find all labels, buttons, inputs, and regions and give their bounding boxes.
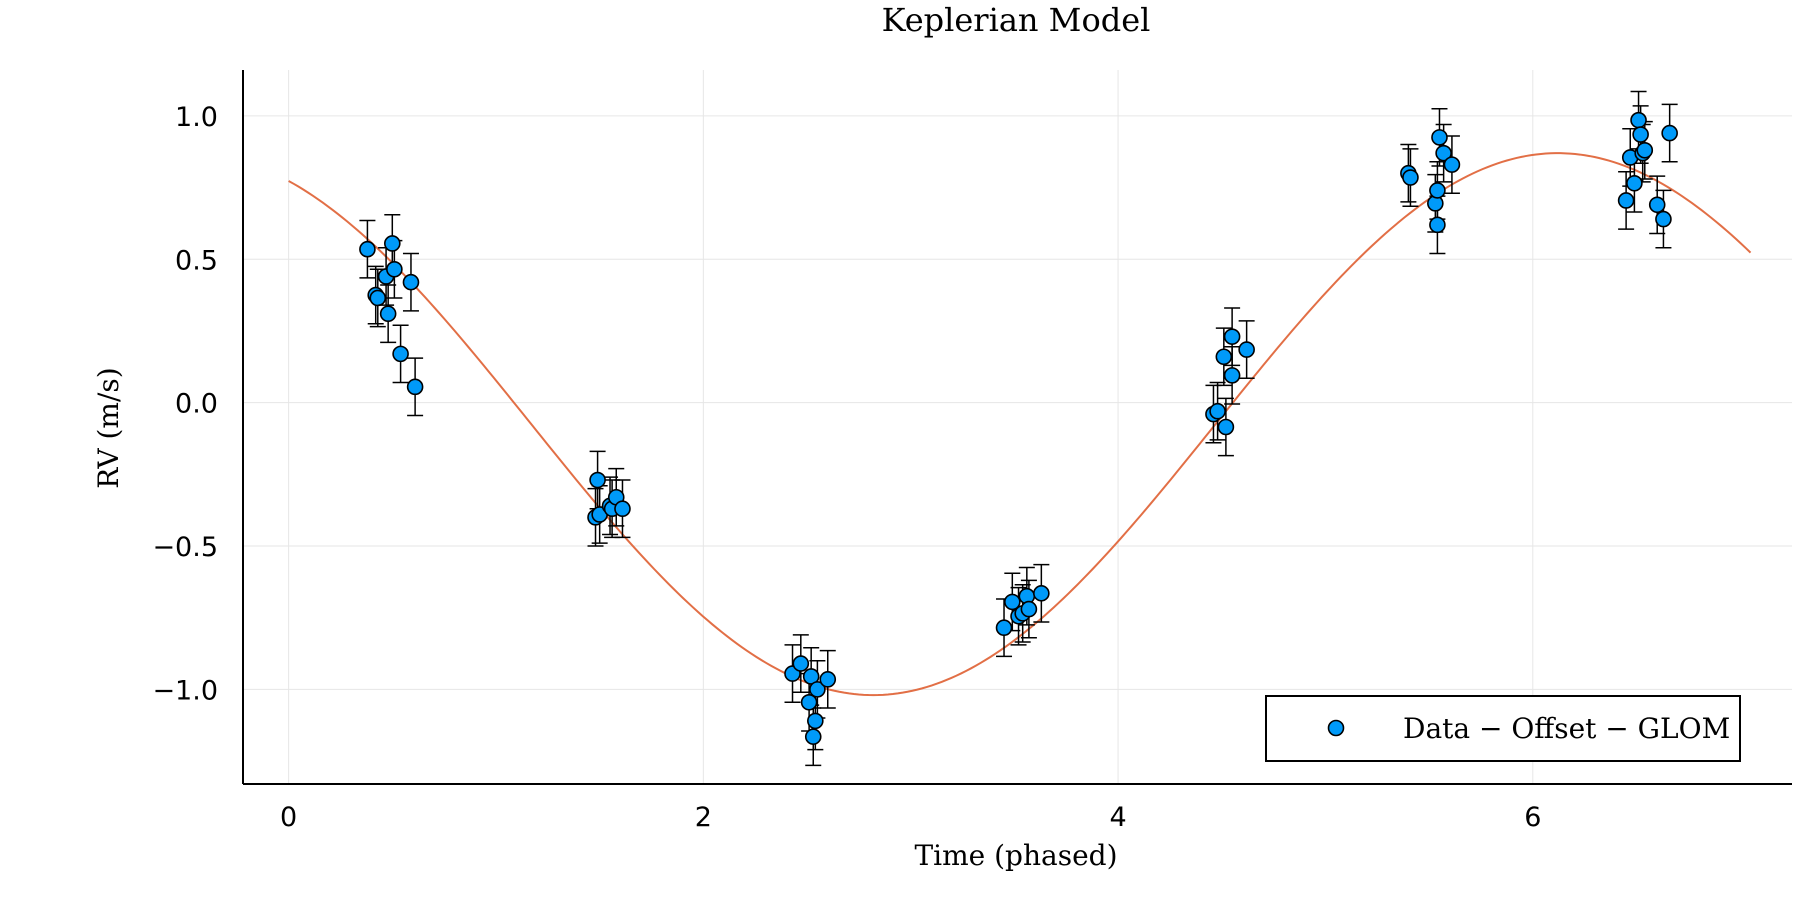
legend-box <box>1265 695 1741 762</box>
y-tick-label: 1.0 <box>175 102 218 133</box>
x-tick-label: 4 <box>1109 802 1126 833</box>
data-point <box>1209 402 1226 420</box>
model-curve <box>288 152 1752 697</box>
x-axis-title: Time (phased) <box>914 839 1117 872</box>
x-tick-label: 6 <box>1524 802 1541 833</box>
data-point <box>1431 129 1448 146</box>
legend-label: Data − Offset − GLOM <box>1403 712 1730 745</box>
axes <box>242 70 1792 785</box>
tick-labels: 0 2 4 6 −1.0 −0.5 0.0 0.5 1.0 <box>152 102 1541 833</box>
data-point <box>1033 585 1050 602</box>
data-point <box>1617 192 1635 209</box>
data-point <box>1429 216 1446 234</box>
data-point <box>402 273 420 291</box>
data-point <box>1223 328 1241 345</box>
data-point <box>1632 126 1649 143</box>
y-tick-label: 0.0 <box>175 389 218 420</box>
data-point <box>386 260 403 278</box>
data-point <box>379 305 397 323</box>
data-point <box>589 471 606 489</box>
grid-lines <box>243 70 1792 784</box>
data-point <box>804 728 822 745</box>
data-point <box>384 235 401 252</box>
data-point <box>359 240 376 258</box>
data-point <box>1661 124 1678 142</box>
data-point <box>1238 341 1255 358</box>
data-point <box>1435 144 1452 162</box>
chart-title: Keplerian Model <box>882 1 1151 39</box>
data-point <box>614 500 631 518</box>
data-point <box>809 681 826 698</box>
data-point <box>1630 111 1647 129</box>
y-axis-title: RV (m/s) <box>92 367 125 488</box>
data-point <box>1223 367 1241 384</box>
data-point <box>1020 600 1038 618</box>
data-point <box>1636 141 1654 159</box>
x-tick-label: 0 <box>280 802 297 833</box>
data-point <box>406 378 424 396</box>
data-point <box>1429 182 1446 199</box>
data-point <box>995 619 1013 637</box>
data-point <box>807 712 824 730</box>
data-points <box>359 111 1678 745</box>
error-bars <box>359 90 1678 767</box>
y-tick-label: 0.5 <box>175 245 218 276</box>
data-point <box>1215 348 1233 366</box>
data-point <box>1655 210 1672 228</box>
data-point <box>792 655 810 672</box>
data-point <box>1626 174 1643 192</box>
y-tick-label: −0.5 <box>152 532 218 563</box>
data-point <box>1217 418 1235 436</box>
legend-marker <box>1327 719 1345 737</box>
data-point <box>1443 156 1461 173</box>
x-tick-label: 2 <box>695 802 712 833</box>
data-point <box>800 693 818 711</box>
data-point <box>369 289 387 307</box>
data-point <box>392 345 409 363</box>
data-point <box>1648 196 1666 214</box>
data-point <box>1004 593 1021 611</box>
legend: Data − Offset − GLOM <box>1265 695 1741 762</box>
data-point <box>1402 169 1419 186</box>
y-tick-label: −1.0 <box>152 675 218 706</box>
data-point <box>819 671 837 688</box>
model-curve-layer <box>288 152 1752 697</box>
